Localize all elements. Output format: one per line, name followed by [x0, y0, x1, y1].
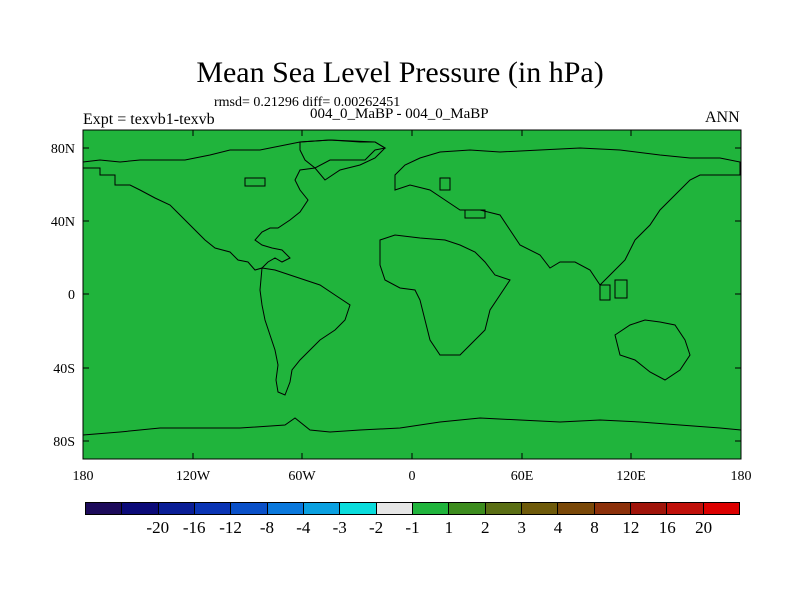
lat-tick-label: 0 [68, 288, 75, 303]
colorbar-box [412, 503, 450, 514]
experiment-label: Expt = texvb1-texvb [83, 111, 215, 128]
colorbar-label: -16 [182, 518, 206, 537]
colorbar [85, 502, 740, 515]
colorbar-label: 1 [444, 518, 454, 537]
coastline-south-america [259, 267, 351, 396]
colorbar-box [558, 503, 595, 514]
lat-tick-label: 80S [53, 435, 75, 450]
coastlines [82, 139, 742, 436]
colorbar-box [449, 503, 486, 514]
colorbar-box [303, 503, 341, 514]
coastline-australia [614, 319, 691, 381]
colorbar-label: -2 [369, 518, 384, 537]
colorbar-box [667, 503, 704, 514]
map-field [82, 129, 742, 460]
colorbar-label: 3 [517, 518, 526, 537]
colorbar-label: -4 [296, 518, 311, 537]
lon-tick-label: 60E [511, 469, 534, 484]
colorbar-label: 16 [658, 518, 676, 537]
lon-tick-label: 120W [176, 469, 211, 484]
colorbar-label: -8 [259, 518, 275, 537]
colorbar-label: 2 [481, 518, 490, 537]
coastline-island [439, 177, 451, 191]
lon-tick-label: 60W [288, 469, 316, 484]
colorbar-label: -1 [405, 518, 420, 537]
coastline-antarctica [82, 417, 742, 436]
colorbar-box [158, 503, 195, 514]
coastline-island [599, 284, 611, 301]
lon-tick-label: 180 [73, 469, 94, 484]
coastline-island [614, 279, 628, 299]
colorbar-box [594, 503, 631, 514]
coastline-island [464, 209, 486, 219]
axis-ticks [82, 130, 742, 459]
coastline-island [244, 177, 266, 187]
lon-tick-label: 180 [731, 469, 752, 484]
lon-tick-label: 0 [409, 469, 416, 484]
lon-tick-label: 120E [616, 469, 646, 484]
colorbar-box [340, 503, 377, 514]
coastline-africa-south [379, 234, 511, 356]
plot-title: Mean Sea Level Pressure (in hPa) [196, 56, 604, 89]
colorbar-label: 12 [622, 518, 640, 537]
lat-tick-label: 80N [51, 142, 75, 157]
colorbar-box [122, 503, 159, 514]
stats-label: rmsd= 0.21296 diff= 0.00262451 [214, 95, 401, 110]
colorbar-label: -3 [332, 518, 347, 537]
season-label: ANN [705, 109, 740, 126]
colorbar-label: 8 [590, 518, 599, 537]
axis-labels: 80N 40N 0 40S 80S 180 120W 60W 0 60E 120… [51, 142, 752, 484]
lat-tick-label: 40N [51, 215, 75, 230]
colorbar-box [86, 503, 123, 514]
colorbar-label: -12 [219, 518, 242, 537]
coastline-africa-eurasia [394, 147, 741, 286]
colorbar-box [194, 503, 232, 514]
colorbar-box [703, 503, 739, 514]
coastline-north-america [82, 139, 387, 271]
colorbar-box [485, 503, 522, 514]
colorbar-label: 4 [553, 518, 563, 537]
colorbar-label: -20 [146, 518, 170, 537]
colorbar-box [376, 503, 413, 514]
colorbar-box [231, 503, 268, 514]
case-label: 004_0_MaBP - 004_0_MaBP [310, 106, 489, 122]
colorbar-label: 20 [695, 518, 713, 537]
lat-tick-label: 40S [53, 362, 75, 377]
colorbar-box [521, 503, 559, 514]
coastline-greenland [299, 139, 386, 181]
colorbar-box [630, 503, 668, 514]
colorbar-box [267, 503, 304, 514]
